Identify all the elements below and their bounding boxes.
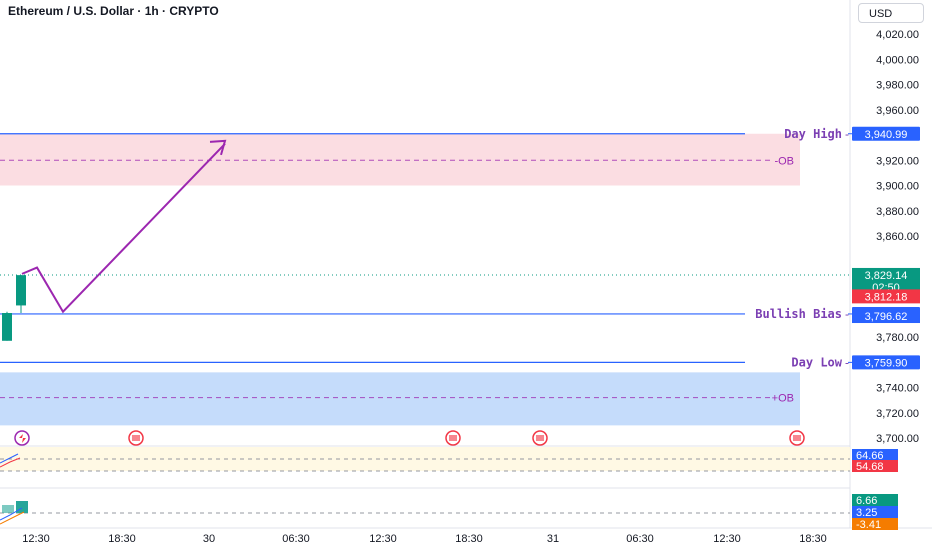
indicator2-tag [852,518,898,530]
level-label: Bullish Bias [755,307,842,321]
level-price-value: 3,940.99 [865,129,908,141]
time-tick-label: 06:30 [626,533,654,545]
price-axis-tag [852,309,920,324]
macd-histogram-bar [2,505,14,513]
lightning-icon [19,434,26,443]
level-price-tag [852,126,920,141]
time-tick-label: 18:30 [799,533,827,545]
macd-signal [0,511,25,525]
time-tick-label: 30 [203,533,215,545]
ob-zone-supply [0,133,800,186]
projection-arrowhead [209,139,227,156]
price-tick-label: 3,980.00 [876,80,919,92]
price-axis-tag-value: 3,829.14 [865,270,908,282]
ob-zone-label: +OB [772,393,794,405]
time-tick-label: 31 [547,533,559,545]
level-label: Day High [784,127,842,141]
ob-zone-demand [0,372,800,426]
price-tick-label: 3,960.00 [876,105,919,117]
flag-icon-stripes [793,435,801,441]
time-tick-label: 12:30 [369,533,397,545]
price-axis-tag-value: 3,812.18 [865,291,908,303]
price-axis-tag-value: 3,796.62 [865,311,908,323]
price-tick-label: 3,700.00 [876,433,919,445]
level-price-tag [852,355,920,370]
indicator2-value: 3.25 [856,507,877,519]
indicator2-tag [852,494,898,506]
indicator1-value: 54.68 [856,461,884,473]
price-tick-label: 3,880.00 [876,206,919,218]
flag-icon-stripes [449,435,457,441]
time-tick-label: 12:30 [713,533,741,545]
currency-button[interactable]: USD [858,3,924,23]
price-tick-label: 3,920.00 [876,155,919,167]
level-label: Day Low [791,355,842,369]
level-dash: - [845,307,849,321]
price-tick-label: 3,740.00 [876,383,919,395]
price-tick-label: 3,900.00 [876,181,919,193]
indicator1-tag [852,449,898,461]
candle-body [2,313,12,341]
level-dash: - [845,127,849,141]
indicator1-value: 64.66 [856,450,884,462]
price-axis-tag [852,289,920,304]
price-tick-label: 4,000.00 [876,54,919,66]
indicator2-value: 6.66 [856,495,877,507]
price-tick-label: 3,720.00 [876,408,919,420]
candle-body [16,275,26,306]
macd-line [0,507,23,521]
price-axis-tag [852,267,920,282]
time-tick-label: 12:30 [22,533,50,545]
level-price-value: 3,759.90 [865,357,908,369]
flag-icon-stripes [132,435,140,441]
indicator1-line [0,453,19,464]
indicator1-tag [852,460,898,472]
macd-histogram-bar [16,501,28,513]
flag-icon-stripes [536,435,544,441]
price-tick-label: 3,780.00 [876,332,919,344]
chart-title: Ethereum / U.S. Dollar · 1h · CRYPTO [8,4,219,18]
price-tick-label: 4,020.00 [876,29,919,41]
indicator1-signal [0,457,21,468]
time-tick-label: 18:30 [108,533,136,545]
projection-path [21,143,226,314]
time-tick-label: 18:30 [455,533,483,545]
price-tick-label: 3,860.00 [876,231,919,243]
ob-zone-label: -OB [774,155,794,167]
level-dash: - [845,355,849,369]
indicator2-value: -3.41 [856,519,881,531]
time-tick-label: 06:30 [282,533,310,545]
indicator2-tag [852,506,898,518]
